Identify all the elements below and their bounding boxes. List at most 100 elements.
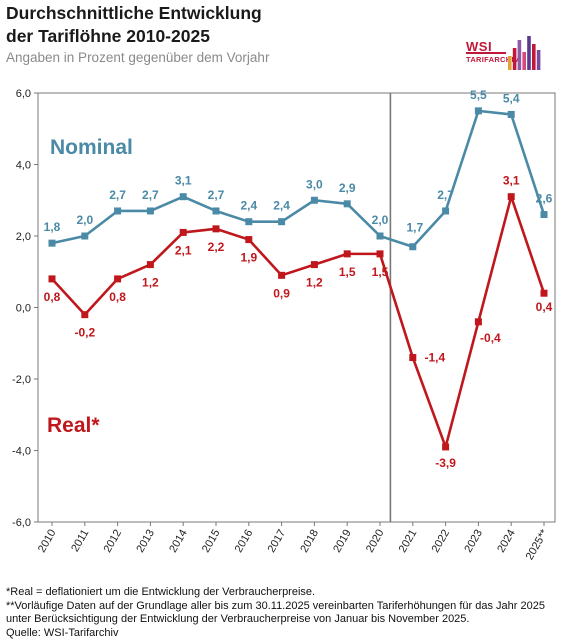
data-point xyxy=(409,243,417,251)
logo-bar xyxy=(522,52,526,70)
x-tick-label: 2015 xyxy=(200,528,223,555)
x-tick-label: 2018 xyxy=(298,528,321,555)
data-point xyxy=(343,250,351,258)
x-tick-label: 2016 xyxy=(233,528,256,555)
footnotes: *Real = deflationiert um die Entwicklung… xyxy=(6,586,545,640)
logo-bar xyxy=(508,56,512,70)
logo-bar xyxy=(536,50,541,70)
chart-title-line1: Durchschnittliche Entwicklung xyxy=(6,3,262,23)
logo-sub: TARIFARCHIV xyxy=(466,55,520,64)
data-label: 2,0 xyxy=(372,213,389,227)
y-tick-label: -6,0 xyxy=(12,517,31,529)
y-tick-label: -4,0 xyxy=(12,446,31,458)
series-line xyxy=(51,109,546,249)
logo-bar xyxy=(527,36,531,70)
data-label: 2,4 xyxy=(273,199,290,213)
chart-title-line2: der Tariflöhne 2010-2025 xyxy=(6,26,210,46)
data-label: 2,7 xyxy=(437,188,454,202)
x-tick-label: 2014 xyxy=(167,528,190,555)
data-label: 2,9 xyxy=(339,181,356,195)
data-label: 2,7 xyxy=(208,188,225,202)
x-tick-label: 2012 xyxy=(102,528,125,555)
data-label: 5,5 xyxy=(470,88,487,102)
data-point xyxy=(474,318,482,326)
data-point xyxy=(442,443,450,451)
data-label: 0,8 xyxy=(109,290,126,304)
data-point xyxy=(245,218,253,226)
x-tick-label: 2019 xyxy=(331,528,354,555)
data-point xyxy=(81,232,89,240)
data-point xyxy=(81,311,89,319)
x-tick-label: 2011 xyxy=(69,528,91,554)
data-label: 1,9 xyxy=(240,251,257,265)
data-label: 2,6 xyxy=(536,192,553,206)
data-point xyxy=(48,239,56,247)
data-point xyxy=(278,218,286,226)
data-label: 2,0 xyxy=(76,213,93,227)
footnote-preliminary: **Vorläufige Daten auf der Grundlage all… xyxy=(6,599,545,612)
footnote-preliminary-cont: unter Berücksichtigung der Entwicklung d… xyxy=(6,613,470,625)
data-point xyxy=(146,207,154,215)
series-name-nominal: Nominal xyxy=(50,136,133,159)
y-tick-label: 4,0 xyxy=(16,160,31,172)
data-label: 3,1 xyxy=(503,174,520,188)
data-point xyxy=(409,354,417,362)
data-point xyxy=(540,211,548,219)
data-point xyxy=(212,207,220,215)
data-point xyxy=(310,196,318,204)
footnote-real: *Real = deflationiert um die Entwicklung… xyxy=(6,586,316,598)
data-label: 3,0 xyxy=(306,177,323,191)
data-point xyxy=(179,193,187,201)
y-tick-label: 2,0 xyxy=(16,231,31,243)
data-label: 1,8 xyxy=(44,220,61,234)
chart-subtitle: Angaben in Prozent gegenüber dem Vorjahr xyxy=(6,50,270,65)
x-tick-label: 2010 xyxy=(36,528,59,555)
data-point xyxy=(442,207,450,215)
data-point xyxy=(114,207,122,215)
data-point xyxy=(376,250,384,258)
data-point xyxy=(474,107,482,115)
logo-bars-icon xyxy=(508,36,541,70)
data-point xyxy=(114,275,122,283)
data-point xyxy=(245,236,253,244)
logo-name: WSI xyxy=(466,39,493,54)
x-tick-label: 2017 xyxy=(266,528,289,555)
data-point xyxy=(343,200,351,208)
data-label: 2,7 xyxy=(142,188,159,202)
data-label: 2,1 xyxy=(175,243,192,257)
y-tick-label: 0,0 xyxy=(16,303,31,315)
data-point xyxy=(278,271,286,279)
data-label: -0,4 xyxy=(480,331,501,345)
data-label: 5,4 xyxy=(503,91,520,105)
logo-bar xyxy=(512,48,517,70)
data-point xyxy=(540,289,548,297)
data-label: 2,7 xyxy=(109,188,126,202)
logo-bar xyxy=(532,44,536,70)
x-tick-label: 2022 xyxy=(430,528,453,555)
data-point xyxy=(146,261,154,269)
series-real: 0,8 -0,2 0,8 1,2 2,1 2,2 1,9 0,9 1,2 1,5 1,5 -1,4 -3… xyxy=(44,174,553,470)
x-tick-label: 2023 xyxy=(462,528,485,555)
data-point xyxy=(507,193,515,201)
data-label: 3,1 xyxy=(175,174,192,188)
series-nominal: 1,8 2,0 2,7 2,7 3,1 2,7 2,4 2,4 3,0 2,9 2,0 1,7 2,7 5… xyxy=(44,88,553,251)
x-tick-label: 2025** xyxy=(524,527,551,562)
data-label: 1,7 xyxy=(406,221,423,235)
y-tick-label: 6,0 xyxy=(16,88,31,100)
logo-divider xyxy=(466,52,506,54)
chart-title: Durchschnittliche Entwicklung der Tarifl… xyxy=(6,2,386,48)
data-label: 2,4 xyxy=(240,199,257,213)
data-point xyxy=(212,225,220,233)
series-name-real: Real* xyxy=(47,414,100,437)
x-tick-label: 2024 xyxy=(495,528,518,555)
data-label: 1,2 xyxy=(306,276,323,290)
wsi-tarifarchiv-logo: WSI TARIFARCHIV xyxy=(466,30,544,74)
data-point xyxy=(310,261,318,269)
y-tick-label: -2,0 xyxy=(12,374,31,386)
data-label: 1,2 xyxy=(142,276,159,290)
data-label: 2,2 xyxy=(208,240,225,254)
x-tick-label: 2013 xyxy=(134,528,157,555)
data-label: 1,5 xyxy=(372,265,389,279)
data-point xyxy=(179,228,187,236)
